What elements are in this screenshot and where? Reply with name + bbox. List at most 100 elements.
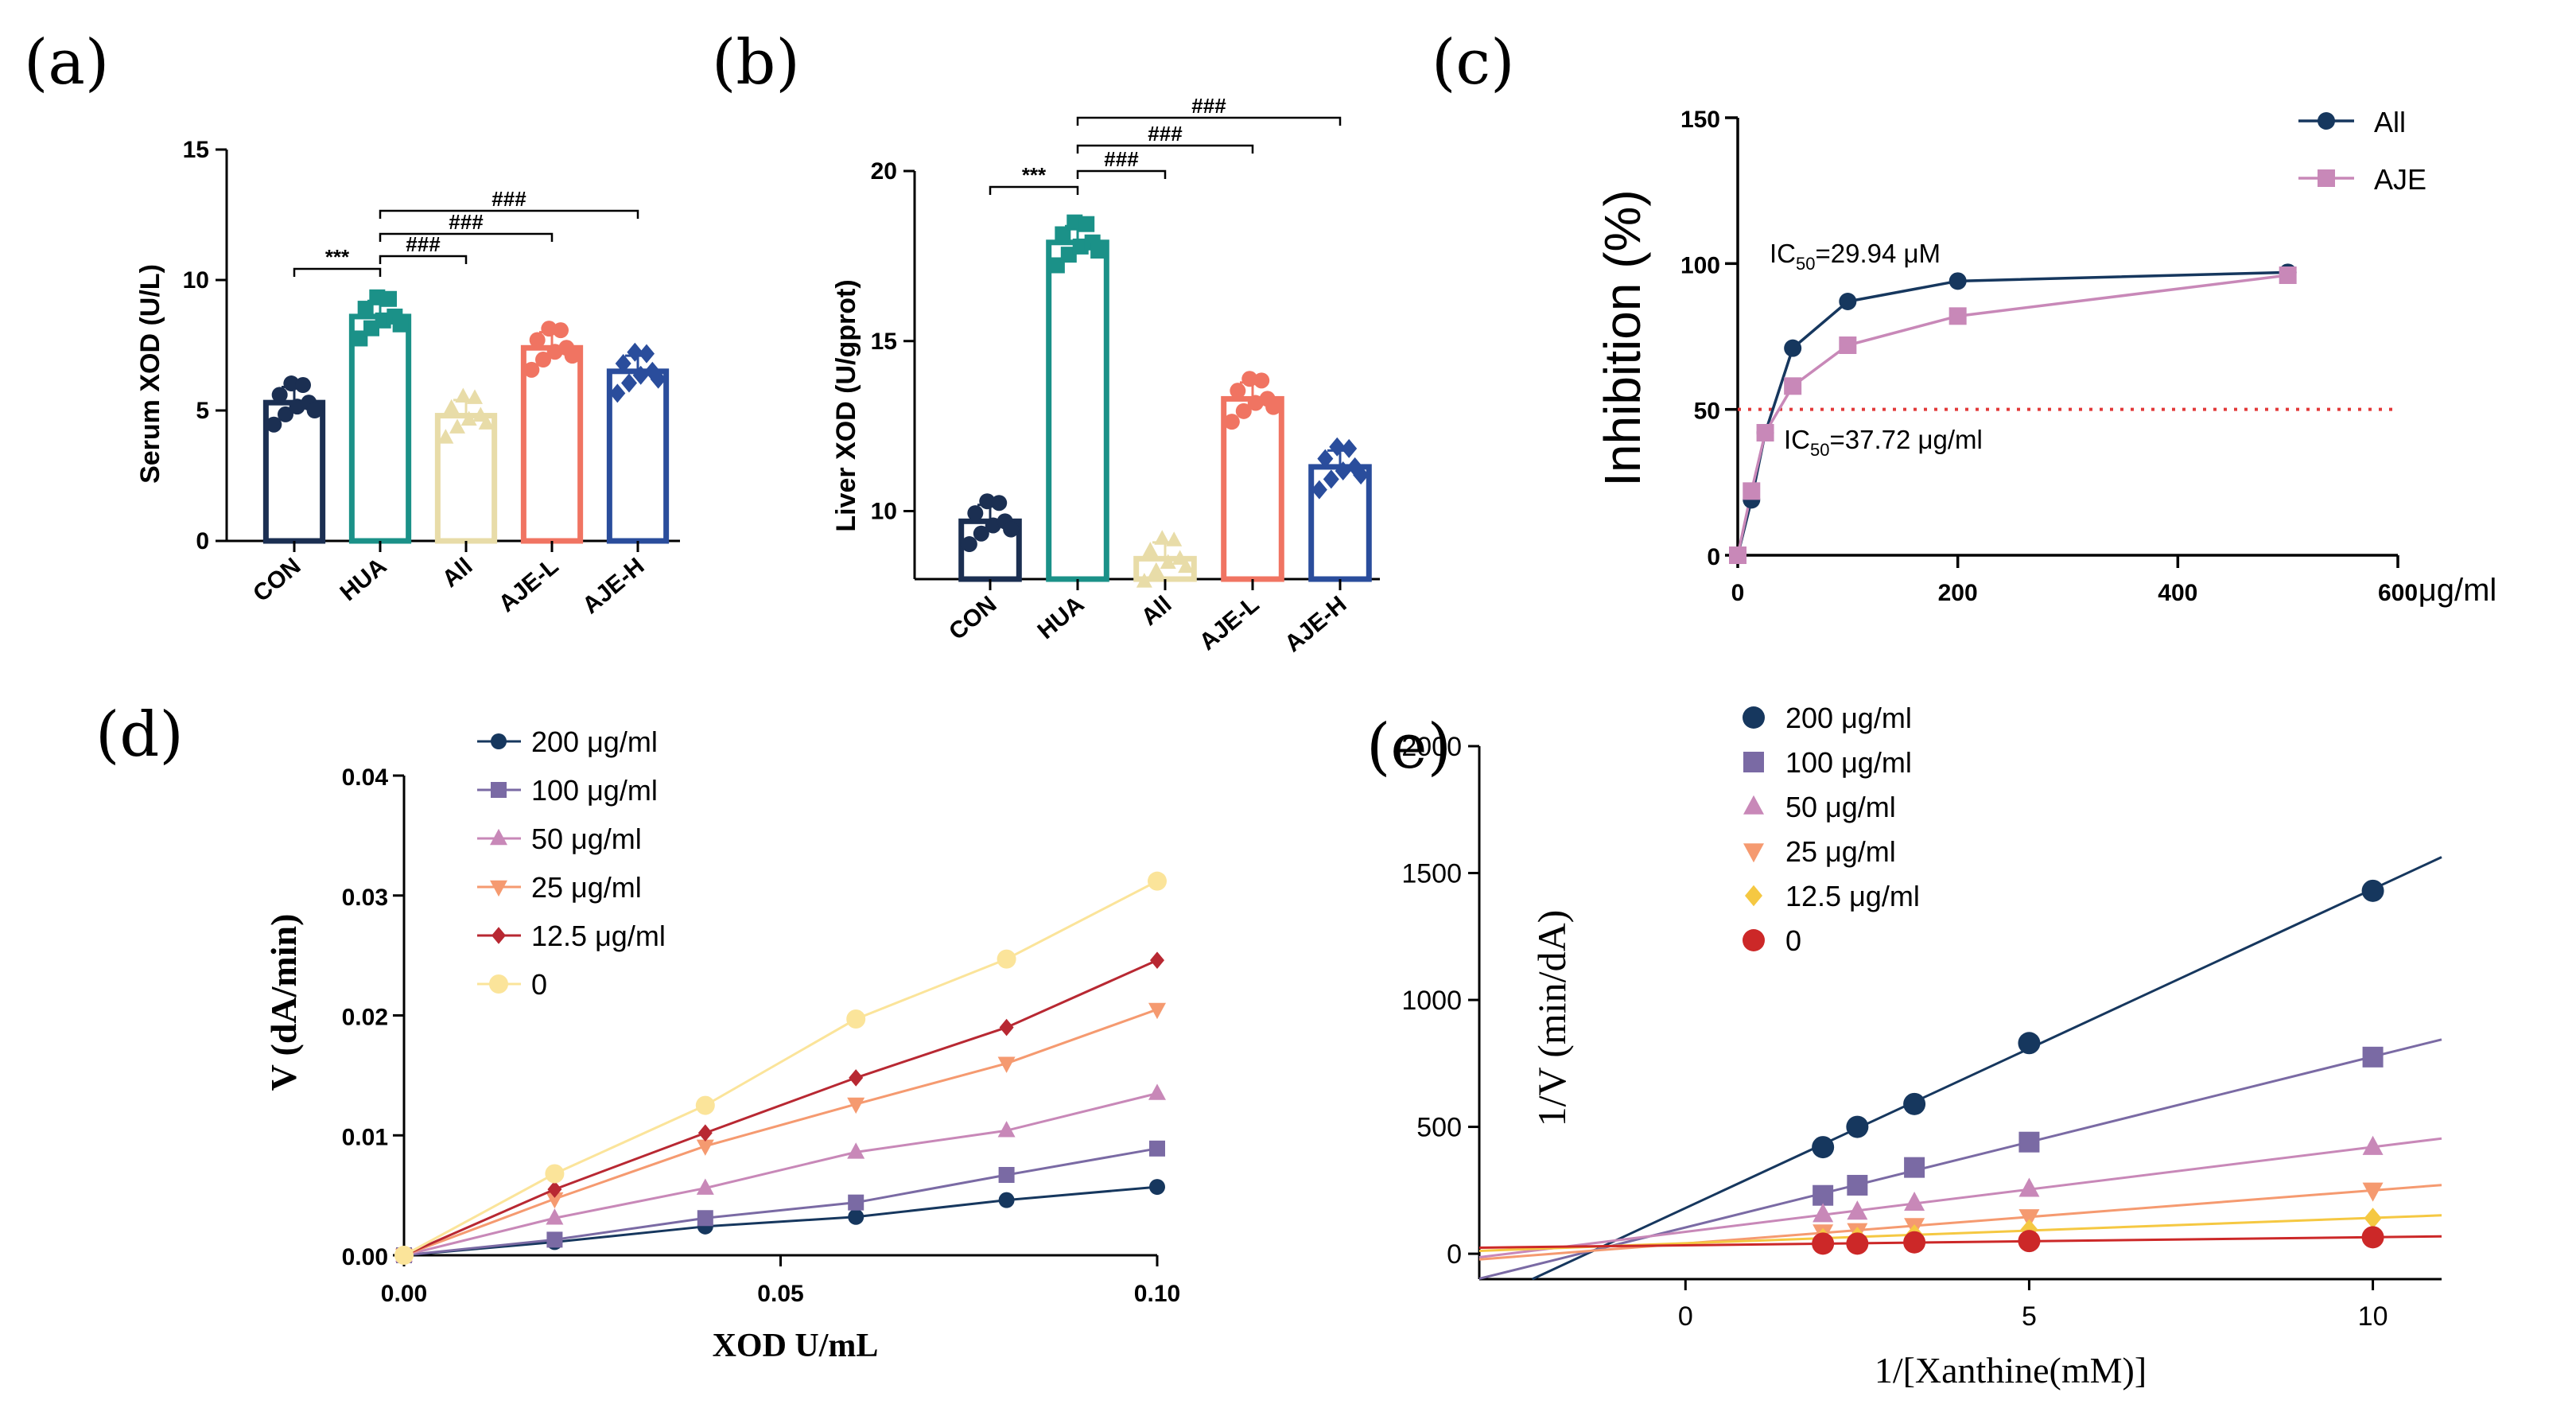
y-tick-label: 0 xyxy=(1707,544,1720,570)
data-point-0 xyxy=(695,1095,715,1115)
data-point xyxy=(437,429,454,444)
data-point-25-g-ml xyxy=(847,1097,865,1114)
y-tick-label: 100 xyxy=(1680,252,1720,278)
x-tick-label: 10 xyxy=(2358,1301,2388,1332)
panel-c-label: (c) xyxy=(1432,27,1515,99)
data-point-50-g-ml xyxy=(1813,1203,1834,1223)
legend-marker-50-g-ml xyxy=(490,828,507,846)
data-point-200-g-ml xyxy=(1149,1179,1165,1196)
x-tick-label-con: CON xyxy=(248,553,305,607)
data-point xyxy=(271,387,288,403)
data-point-100-g-ml xyxy=(1813,1184,1834,1206)
y-tick-label: 10 xyxy=(871,499,897,525)
fit-line-200-g-ml xyxy=(1532,856,2442,1281)
data-point-25-g-ml xyxy=(997,1056,1016,1073)
data-point xyxy=(650,369,666,389)
y-tick-label: 10 xyxy=(183,267,209,294)
data-point xyxy=(1235,403,1252,419)
significance-label: *** xyxy=(325,245,350,269)
x-tick-label: 0.10 xyxy=(1134,1281,1180,1307)
data-point xyxy=(615,353,631,373)
legend-label-50-g-ml: 50 μg/ml xyxy=(531,823,642,855)
data-point xyxy=(1003,521,1020,538)
data-point-200-g-ml xyxy=(1846,1115,1869,1138)
panel-e-label: (e) xyxy=(1366,711,1451,783)
panel-c-xunit: μg/ml xyxy=(2419,573,2497,608)
data-point-0 xyxy=(997,949,1016,969)
data-point xyxy=(1353,465,1370,485)
data-point-100-g-ml xyxy=(1904,1157,1925,1178)
data-point xyxy=(1335,461,1351,481)
y-tick-label: 0 xyxy=(196,528,209,554)
data-point-aje xyxy=(1743,482,1761,500)
x-tick-label-con: CON xyxy=(944,591,1001,645)
data-point xyxy=(478,414,495,430)
y-tick-label: 1000 xyxy=(1401,986,1462,1016)
legend-label-50-g-ml: 50 μg/ml xyxy=(1785,791,1896,823)
legend-label-0: 0 xyxy=(531,968,547,1001)
x-tick-label-aje-l: AJE-L xyxy=(1195,591,1265,655)
data-point xyxy=(1160,554,1176,569)
y-tick-label: 0.02 xyxy=(342,1005,388,1031)
data-point-all xyxy=(1839,293,1857,310)
significance-bracket xyxy=(379,232,554,242)
ic50-aje-sub: 50 xyxy=(1810,440,1829,460)
data-point xyxy=(443,399,460,414)
ic50-all-prefix: IC xyxy=(1770,239,1796,268)
ic50-aje-prefix: IC xyxy=(1784,425,1810,454)
data-point xyxy=(472,406,489,422)
data-point-50-g-ml xyxy=(847,1142,865,1159)
data-point xyxy=(1341,438,1358,458)
legend-marker-200-g-ml xyxy=(1743,706,1765,729)
data-point xyxy=(541,321,558,337)
data-point xyxy=(1230,383,1246,399)
data-point xyxy=(621,373,638,393)
data-point-100-g-ml xyxy=(848,1194,864,1211)
x-tick-label: 0 xyxy=(1731,580,1745,606)
significance-bracket xyxy=(1076,116,1342,126)
data-point xyxy=(638,344,655,364)
data-point xyxy=(609,383,626,403)
data-point-12-5-g-ml xyxy=(999,1018,1014,1037)
data-point xyxy=(1166,531,1183,546)
data-point xyxy=(529,332,546,348)
data-point xyxy=(627,342,643,362)
data-point xyxy=(973,525,989,542)
data-point-25-g-ml xyxy=(2018,1209,2040,1229)
significance-label: ### xyxy=(1191,94,1226,118)
legend-label-25-g-ml: 25 μg/ml xyxy=(531,871,642,904)
significance-label: ### xyxy=(491,187,526,211)
legend-marker-12-5-g-ml xyxy=(491,927,506,944)
ic50-all-value: =29.94 μM xyxy=(1815,239,1941,268)
data-point xyxy=(1241,371,1258,387)
legend-marker-0 xyxy=(1743,929,1765,951)
data-point-0 xyxy=(1903,1231,1926,1254)
data-point xyxy=(455,387,472,403)
y-tick-label: 500 xyxy=(1416,1113,1462,1143)
y-tick-label: 50 xyxy=(1694,399,1720,425)
data-point xyxy=(1136,573,1152,588)
legend-label-200-g-ml: 200 μg/ml xyxy=(1785,702,1912,734)
x-tick-label: 400 xyxy=(2158,580,2197,606)
data-point-200-g-ml xyxy=(2361,879,2384,902)
data-point-200-g-ml xyxy=(998,1192,1015,1208)
series-line-0 xyxy=(403,880,1158,1257)
y-tick-label: 15 xyxy=(183,137,209,163)
data-point xyxy=(1154,530,1171,545)
data-point-50-g-ml xyxy=(1847,1200,1868,1220)
data-point-0 xyxy=(1846,1232,1869,1255)
data-point-100-g-ml xyxy=(546,1231,563,1248)
data-point-100-g-ml xyxy=(1149,1140,1165,1157)
data-point-100-g-ml xyxy=(1847,1174,1868,1196)
data-point xyxy=(1090,243,1107,259)
panel-d-label: (d) xyxy=(95,699,184,771)
data-point-50-g-ml xyxy=(2018,1177,2040,1197)
data-point-200-g-ml xyxy=(1903,1092,1926,1115)
data-point xyxy=(1171,550,1188,565)
legend-label-all: All xyxy=(2374,106,2406,138)
legend-marker-0 xyxy=(489,974,508,994)
legend-marker-100-g-ml xyxy=(1743,752,1764,772)
